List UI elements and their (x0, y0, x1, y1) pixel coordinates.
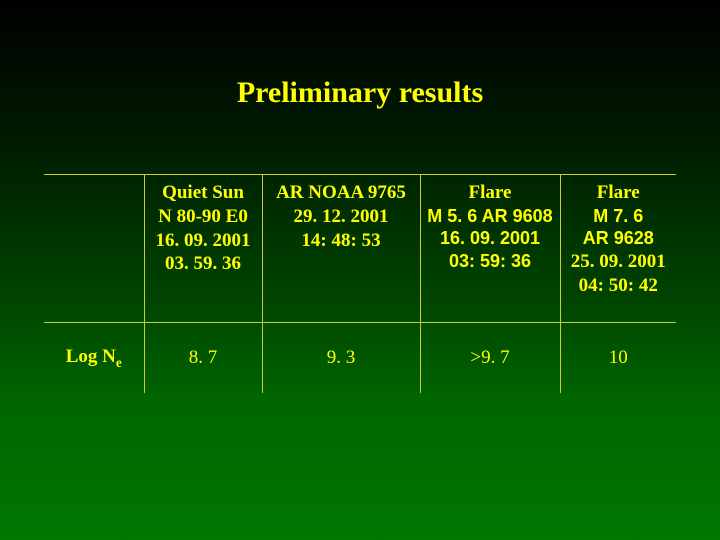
col-a-line1: N 80-90 E0 (149, 205, 258, 229)
corner-cell (44, 175, 144, 323)
results-table: Quiet Sun N 80-90 E0 16. 09. 2001 03. 59… (44, 174, 676, 393)
col-ar-noaa: AR NOAA 9765 29. 12. 2001 14: 48: 53 (262, 175, 420, 323)
table-data-row: Log Ne 8. 7 9. 3 >9. 7 10 (44, 323, 676, 393)
slide: Preliminary results Quiet Sun N 80-90 E0… (0, 0, 720, 540)
col-b-line1: 29. 12. 2001 (267, 205, 416, 229)
val-c: >9. 7 (420, 323, 560, 393)
col-c-header: Flare (425, 181, 556, 205)
col-d-line2: AR 9628 (565, 227, 673, 250)
results-table-container: Quiet Sun N 80-90 E0 16. 09. 2001 03. 59… (44, 174, 676, 393)
col-c-line3: 03: 59: 36 (425, 250, 556, 273)
col-a-header: Quiet Sun (149, 181, 258, 205)
col-d-line1: M 7. 6 (565, 205, 673, 228)
val-b: 9. 3 (262, 323, 420, 393)
row-label-cell: Log Ne (44, 323, 144, 393)
row-label-sub: e (116, 354, 122, 369)
col-d-line4: 04: 50: 42 (565, 274, 673, 298)
col-flare-2: Flare M 7. 6 AR 9628 25. 09. 2001 04: 50… (560, 175, 676, 323)
col-d-line3: 25. 09. 2001 (565, 250, 673, 274)
col-c-line1: M 5. 6 AR 9608 (425, 205, 556, 228)
col-a-line3: 03. 59. 36 (149, 252, 258, 276)
slide-title: Preliminary results (0, 76, 720, 110)
col-flare-1: Flare M 5. 6 AR 9608 16. 09. 2001 03: 59… (420, 175, 560, 323)
col-c-line2: 16. 09. 2001 (425, 227, 556, 250)
val-d: 10 (560, 323, 676, 393)
col-b-line2: 14: 48: 53 (267, 229, 416, 253)
col-d-header: Flare (565, 181, 673, 205)
val-a: 8. 7 (144, 323, 262, 393)
table-header-row: Quiet Sun N 80-90 E0 16. 09. 2001 03. 59… (44, 175, 676, 323)
col-quiet-sun: Quiet Sun N 80-90 E0 16. 09. 2001 03. 59… (144, 175, 262, 323)
col-b-header: AR NOAA 9765 (267, 181, 416, 205)
row-label-main: Log N (66, 346, 116, 367)
col-a-line2: 16. 09. 2001 (149, 229, 258, 253)
